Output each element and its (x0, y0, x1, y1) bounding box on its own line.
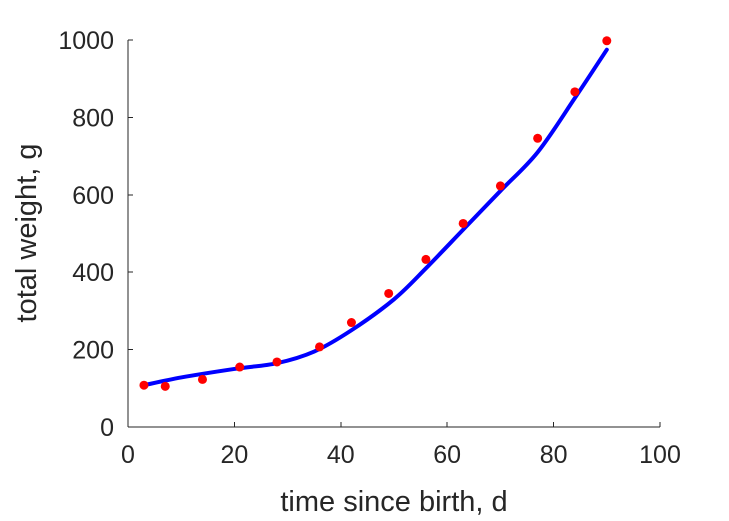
y-ticks: 0 200 400 600 800 1000 (58, 27, 133, 442)
series-layer (139, 36, 612, 391)
data-point (421, 254, 431, 264)
data-point (160, 381, 170, 391)
y-axis-label: total weight, g (11, 144, 43, 323)
x-tick-label: 20 (220, 441, 248, 469)
data-point (602, 36, 612, 46)
axes (127, 40, 660, 428)
data-point (458, 218, 468, 228)
x-tick-label: 60 (433, 441, 461, 469)
x-ticks: 0 20 40 60 80 100 (121, 422, 681, 469)
fit-curve (141, 47, 609, 388)
data-point (272, 357, 282, 367)
x-tick-label: 0 (121, 441, 135, 469)
data-point (495, 181, 505, 191)
y-tick-label: 400 (72, 259, 114, 287)
y-tick-label: 800 (72, 104, 114, 132)
data-point (346, 318, 356, 328)
data-point (315, 342, 325, 352)
x-tick-label: 100 (639, 441, 681, 469)
data-point (197, 374, 207, 384)
y-tick-label: 600 (72, 182, 114, 210)
y-tick-label: 200 (72, 337, 114, 365)
x-axis-label: time since birth, d (280, 486, 507, 518)
x-tick-label: 40 (327, 441, 355, 469)
data-point (570, 87, 580, 97)
data-point (235, 362, 245, 372)
data-point (384, 288, 394, 298)
data-point (533, 133, 543, 143)
y-tick-label: 0 (100, 414, 114, 442)
y-tick-label: 1000 (58, 27, 114, 55)
x-tick-label: 80 (540, 441, 568, 469)
data-point (139, 380, 149, 390)
